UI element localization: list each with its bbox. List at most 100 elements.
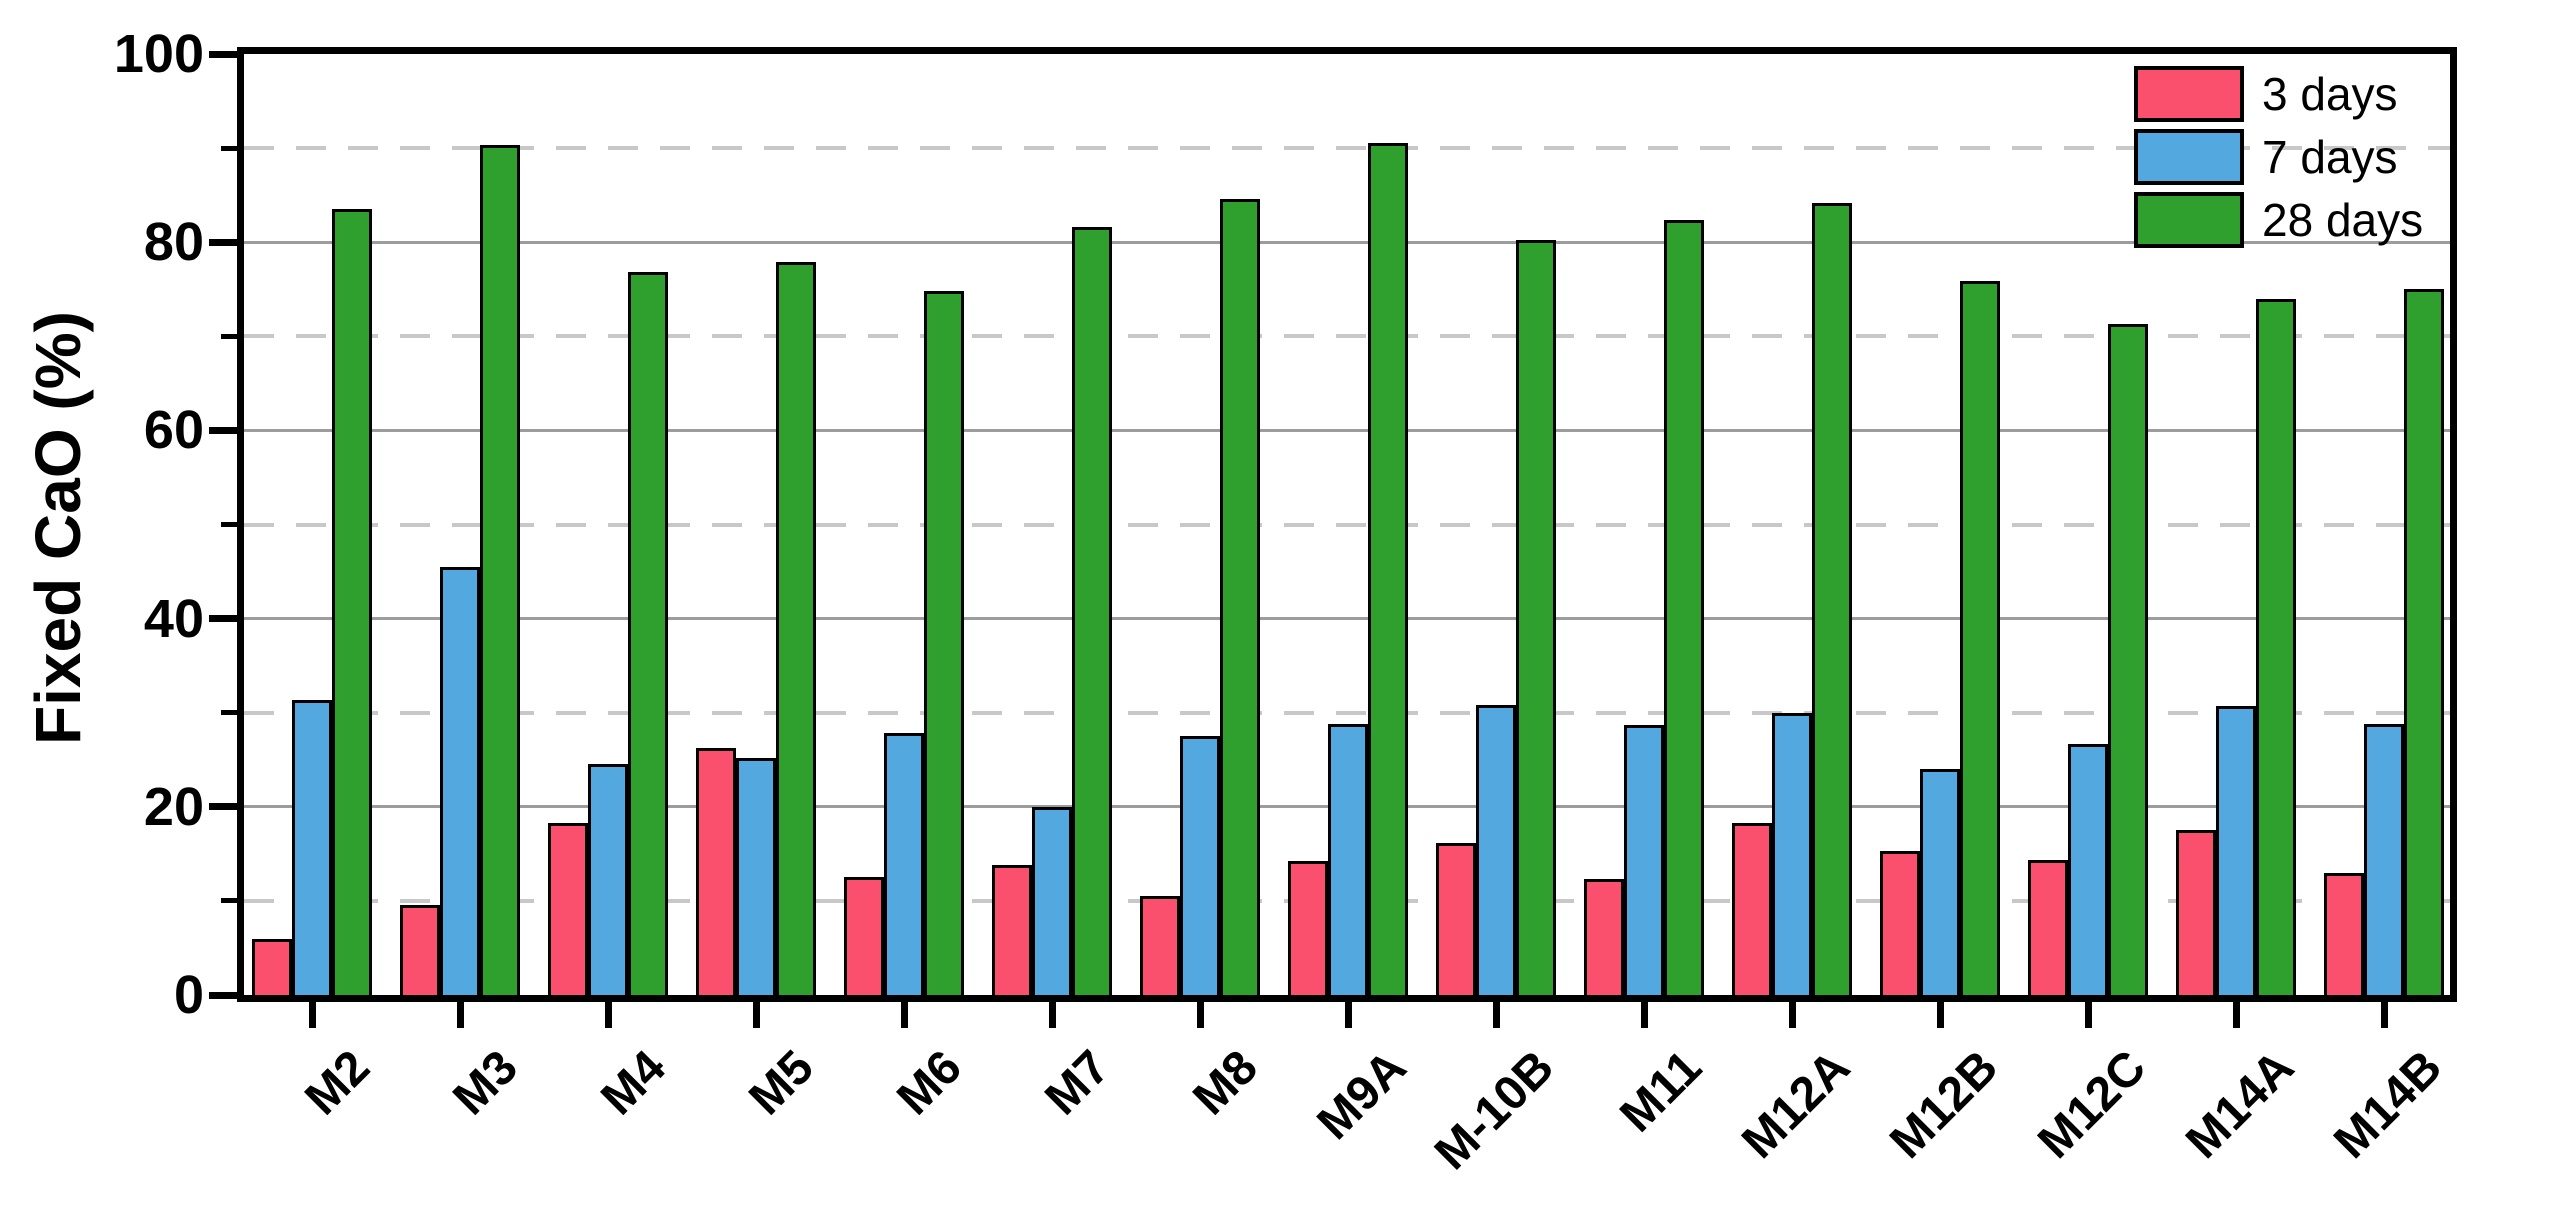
bar-M7-3days: [992, 865, 1032, 995]
bar-M8-3days: [1140, 896, 1180, 995]
x-tick-label-M6: M6: [887, 1040, 973, 1126]
bar-M-10B-3days: [1436, 843, 1476, 995]
bar-M14A-3days: [2176, 830, 2216, 995]
x-tick-label-M-10B: M-10B: [1424, 1040, 1565, 1181]
bar-M-10B-7days: [1476, 705, 1516, 995]
y-tick-label-100: 100: [113, 24, 204, 84]
bars-layer: [244, 54, 2450, 995]
x-tick-M8: [1196, 1002, 1204, 1028]
bar-M9A-7days: [1328, 724, 1368, 995]
x-tick-label-M12A: M12A: [1732, 1040, 1861, 1169]
x-tick-label-M11: M11: [1610, 1040, 1713, 1143]
legend-item-28days: 28 days: [2134, 191, 2423, 248]
x-tick-M5: [752, 1002, 760, 1028]
bar-M7-28days: [1072, 227, 1112, 995]
legend-swatch-3days: [2134, 65, 2244, 122]
x-tick-M7: [1048, 1002, 1056, 1028]
y-tick-label-20: 20: [143, 776, 204, 837]
y-major-tick-20: [209, 803, 237, 811]
legend-label-28days: 28 days: [2262, 193, 2424, 246]
x-tick-label-M12C: M12C: [2028, 1040, 2157, 1169]
bar-M2-7days: [292, 700, 332, 995]
y-minor-tick-30: [221, 710, 237, 716]
y-minor-tick-50: [221, 522, 237, 527]
bar-M4-28days: [628, 272, 668, 995]
legend: 3 days 7 days 28 days: [2134, 65, 2423, 254]
y-major-tick-40: [209, 615, 237, 623]
bar-M8-7days: [1180, 736, 1220, 995]
bar-M8-28days: [1220, 199, 1260, 995]
x-tick-label-M12B: M12B: [1880, 1040, 2009, 1169]
bar-M5-3days: [696, 748, 736, 995]
gridline-solid-80: [244, 240, 2450, 244]
bar-M5-28days: [776, 262, 816, 995]
bar-M9A-3days: [1288, 861, 1328, 995]
bar-M14A-28days: [2256, 299, 2296, 995]
bar-M4-7days: [588, 764, 628, 995]
bar-M12A-28days: [1812, 203, 1852, 995]
bar-M-10B-28days: [1516, 240, 1556, 995]
legend-item-7days: 7 days: [2134, 128, 2423, 185]
bar-M9A-28days: [1368, 143, 1408, 995]
gridline-solid-60: [244, 428, 2450, 432]
bar-M11-28days: [1664, 220, 1704, 995]
bar-M12A-3days: [1732, 823, 1772, 995]
bar-M12C-7days: [2068, 744, 2108, 995]
x-tick-M14A: [2232, 1002, 2240, 1028]
x-tick-M14B: [2380, 1002, 2388, 1028]
x-tick-label-M3: M3: [443, 1040, 529, 1126]
x-tick-M3: [456, 1002, 464, 1028]
gridline-dashed-90: [244, 146, 2450, 151]
x-tick-label-M9A: M9A: [1307, 1040, 1417, 1150]
x-tick-label-M8: M8: [1183, 1040, 1269, 1126]
y-major-tick-100: [209, 50, 237, 58]
bar-M12B-28days: [1960, 281, 2000, 995]
y-tick-label-80: 80: [143, 212, 204, 273]
y-tick-label-40: 40: [143, 588, 204, 649]
y-minor-tick-90: [221, 145, 237, 151]
gridline-dashed-70: [244, 334, 2450, 339]
legend-label-7days: 7 days: [2262, 130, 2398, 183]
axis-layer: 0 20 40 60 80 100 M2 M3 M4 M5 M6 M7 M8 M9A M-10B M11 M12…: [114, 24, 2452, 1180]
bar-M5-7days: [736, 758, 776, 995]
y-minor-tick-10: [221, 898, 237, 904]
y-tick-label-0: 0: [173, 965, 204, 1025]
x-tick-M9A: [1344, 1002, 1352, 1028]
bar-M2-3days: [252, 939, 292, 995]
bar-M12C-28days: [2108, 324, 2148, 995]
x-tick-M12C: [2084, 1002, 2092, 1028]
y-tick-label-60: 60: [143, 400, 204, 461]
bar-M12B-3days: [1880, 851, 1920, 995]
x-tick-label-M7: M7: [1035, 1040, 1121, 1126]
x-tick-label-M2: M2: [295, 1040, 381, 1126]
gridline-dashed-50: [244, 522, 2450, 527]
gridline-solid-40: [244, 617, 2450, 621]
y-minor-tick-70: [221, 333, 237, 339]
x-tick-M6: [900, 1002, 908, 1028]
bar-M14B-28days: [2404, 289, 2444, 995]
bar-M11-7days: [1624, 725, 1664, 995]
y-major-tick-80: [209, 238, 237, 246]
bar-M12A-7days: [1772, 713, 1812, 995]
plot-area: 0 20 40 60 80 100 M2 M3 M4 M5 M6 M7 M8 M9A M-10B M11 M12…: [114, 24, 2457, 1180]
y-major-tick-60: [209, 426, 237, 434]
bar-M4-3days: [548, 823, 588, 995]
y-major-tick-0: [209, 991, 237, 999]
bar-M11-3days: [1584, 879, 1624, 995]
bar-M14B-3days: [2324, 873, 2364, 995]
x-tick-M2: [308, 1002, 316, 1028]
bar-M3-7days: [440, 567, 480, 995]
x-tick-M11: [1640, 1002, 1648, 1028]
x-tick-label-M14B: M14B: [2324, 1040, 2453, 1169]
bar-M12C-3days: [2028, 860, 2068, 995]
legend-swatch-7days: [2134, 128, 2244, 185]
bar-M6-28days: [924, 291, 964, 995]
bar-M2-28days: [332, 209, 372, 995]
x-tick-label-M14A: M14A: [2176, 1040, 2305, 1169]
bar-M7-7days: [1032, 807, 1072, 995]
bar-M6-7days: [884, 733, 924, 995]
bar-M6-3days: [844, 877, 884, 995]
gridline-dashed-30: [244, 710, 2450, 715]
x-tick-M-10B: [1492, 1002, 1500, 1028]
